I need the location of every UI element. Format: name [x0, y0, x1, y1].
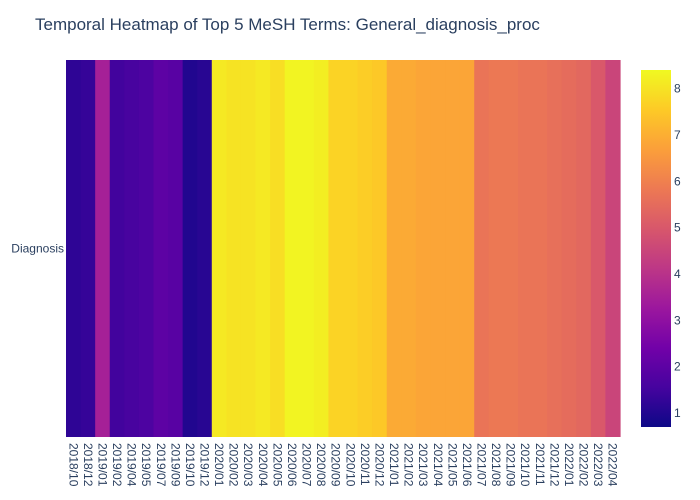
x-tick-label: 2020/09	[329, 443, 343, 487]
heatmap-cell	[517, 60, 534, 437]
x-tick-label: 2020/06	[285, 443, 299, 487]
x-tick-label: 2018/10	[66, 443, 80, 487]
heatmap-cell	[66, 60, 82, 437]
x-tick-label: 2022/04	[606, 443, 620, 487]
x-tick-label: 2022/02	[577, 443, 591, 487]
heatmap-cell	[95, 60, 111, 437]
heatmap-cell	[343, 60, 359, 437]
x-tick-label: 2020/05	[270, 443, 284, 487]
heatmap-cell	[109, 60, 125, 437]
x-tick-label: 2021/03	[416, 443, 430, 487]
x-tick-label: 2022/03	[591, 443, 605, 487]
x-tick-label: 2021/01	[387, 443, 401, 487]
chart-title: Temporal Heatmap of Top 5 MeSH Terms: Ge…	[35, 15, 540, 34]
x-tick-label: 2019/01	[95, 443, 109, 487]
heatmap-cell	[182, 60, 198, 437]
heatmap-cell	[445, 60, 461, 437]
colorbar	[641, 70, 671, 427]
heatmap-cell	[197, 60, 213, 437]
heatmap-cell	[270, 60, 286, 437]
colorbar-tick-label: 3	[674, 313, 681, 327]
x-tick-label: 2019/07	[154, 443, 168, 487]
x-tick-label: 2019/02	[110, 443, 124, 487]
colorbar-tick-label: 2	[674, 360, 681, 374]
heatmap-cell	[124, 60, 140, 437]
heatmap-cell	[415, 60, 432, 437]
heatmap-cell	[401, 60, 417, 437]
x-tick-label: 2021/04	[431, 443, 445, 487]
heatmap-cell	[547, 60, 563, 437]
x-tick-label: 2021/02	[402, 443, 416, 487]
x-tick-label: 2019/10	[183, 443, 197, 487]
y-axis-labels: Diagnosis	[11, 242, 64, 256]
heatmap-cell	[576, 60, 592, 437]
heatmap-cell	[168, 60, 184, 437]
x-tick-label: 2020/12	[372, 443, 386, 487]
x-tick-label: 2020/03	[241, 443, 255, 487]
colorbar-tick-label: 5	[674, 221, 681, 235]
x-tick-label: 2020/08	[314, 443, 328, 487]
heatmap-cell	[240, 60, 257, 437]
heatmap-cell	[386, 60, 402, 437]
heatmap-cell	[474, 60, 490, 437]
x-tick-label: 2018/12	[81, 443, 95, 487]
x-tick-label: 2022/01	[562, 443, 576, 487]
heatmap-cell	[328, 60, 344, 437]
x-tick-label: 2020/10	[343, 443, 357, 487]
heatmap-cell	[284, 60, 300, 437]
heatmap-cell	[357, 60, 373, 437]
x-tick-label: 2020/11	[358, 443, 372, 486]
heatmap-cell	[488, 60, 504, 437]
heatmap-cell	[153, 60, 169, 437]
x-tick-label: 2021/12	[547, 443, 561, 487]
x-tick-label: 2019/05	[139, 443, 153, 487]
x-tick-label: 2020/07	[300, 443, 314, 487]
heatmap-cells	[66, 60, 621, 437]
x-tick-label: 2021/08	[489, 443, 503, 487]
x-axis-labels: 2018/10 2018/12 2019/01 2019/02 2019/04 2019/…	[66, 443, 619, 487]
heatmap-cell	[211, 60, 227, 437]
x-tick-label: 2019/12	[198, 443, 212, 487]
x-tick-label: 2020/04	[256, 443, 270, 487]
heatmap-cell	[313, 60, 330, 437]
x-tick-label: 2021/06	[460, 443, 474, 487]
x-tick-label: 2020/02	[227, 443, 241, 487]
x-tick-label: 2021/07	[475, 443, 489, 487]
colorbar-tick-label: 8	[674, 82, 681, 96]
y-tick-label: Diagnosis	[11, 242, 64, 256]
heatmap-cell	[372, 60, 388, 437]
heatmap-cell	[459, 60, 475, 437]
heatmap-cell	[590, 60, 607, 437]
heatmap-cell	[299, 60, 315, 437]
heatmap-cell	[255, 60, 271, 437]
x-tick-label: 2019/09	[168, 443, 182, 487]
colorbar-tick-label: 6	[674, 174, 681, 188]
heatmap-cell	[138, 60, 155, 437]
x-tick-label: 2021/11	[533, 443, 547, 486]
x-tick-label: 2021/10	[518, 443, 532, 487]
heatmap-cell	[80, 60, 96, 437]
heatmap-cell	[561, 60, 577, 437]
heatmap-cell	[226, 60, 242, 437]
colorbar-tick-label: 1	[674, 406, 681, 420]
heatmap-cell	[532, 60, 548, 437]
heatmap-cell	[430, 60, 446, 437]
x-tick-label: 2021/09	[504, 443, 518, 487]
heatmap-cell	[503, 60, 519, 437]
x-tick-label: 2021/05	[445, 443, 459, 487]
heatmap-cell	[605, 60, 621, 437]
x-tick-label: 2020/01	[212, 443, 226, 487]
x-tick-label: 2019/04	[125, 443, 139, 487]
colorbar-ticks: 1 2 3 4 5 6 7 8	[674, 82, 681, 421]
colorbar-tick-label: 7	[674, 128, 681, 142]
colorbar-tick-label: 4	[674, 267, 681, 281]
